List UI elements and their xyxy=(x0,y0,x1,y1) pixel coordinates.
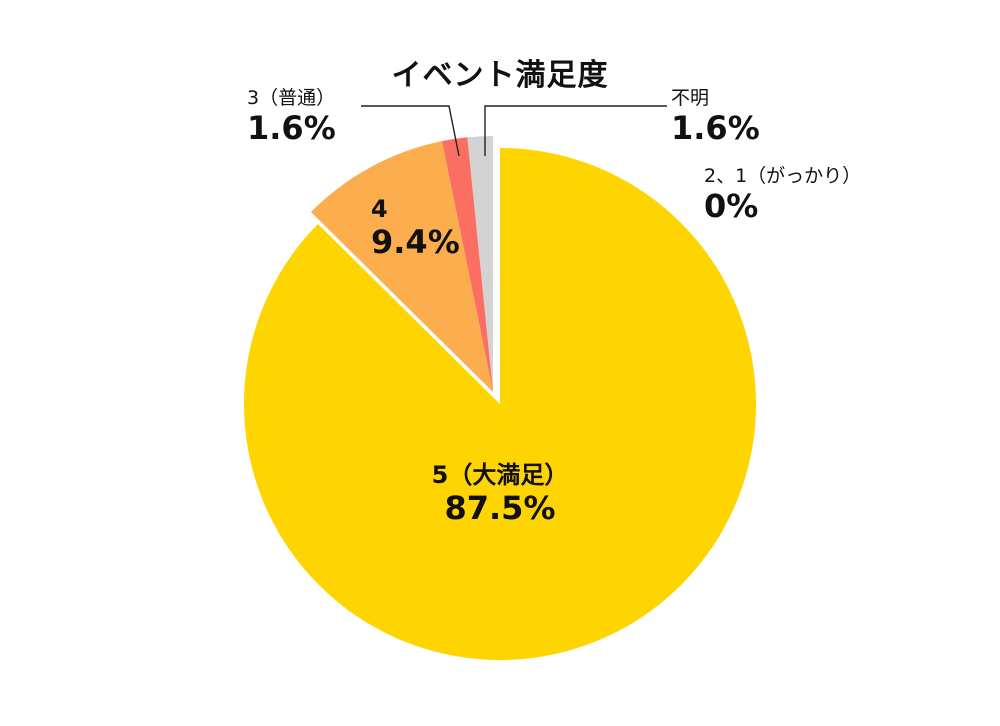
leader-line-unknown xyxy=(484,105,667,156)
label-3-name: 3（普通） xyxy=(247,87,336,109)
slice-5 xyxy=(243,148,756,660)
label-2-1-value: 0% xyxy=(704,186,759,225)
label-2-1: 2、1（がっかり） 0% xyxy=(704,165,862,225)
label-unknown-name: 不明 xyxy=(671,87,710,109)
label-5-name: 5（大満足） xyxy=(431,461,569,489)
slice-3 xyxy=(441,137,493,392)
label-4-name: 4 xyxy=(371,195,388,223)
label-4-value: 9.4% xyxy=(371,222,460,261)
leader-line-3 xyxy=(361,105,460,157)
label-3-value: 1.6% xyxy=(247,108,336,147)
label-2-1-name: 2、1（がっかり） xyxy=(704,165,862,187)
chart-title: イベント満足度 xyxy=(391,58,609,93)
label-5: 5（大満足） 87.5% xyxy=(0,461,1000,527)
label-4: 4 9.4% xyxy=(371,195,460,261)
slice-4 xyxy=(310,141,493,392)
label-unknown: 不明 1.6% xyxy=(671,87,760,147)
label-unknown-value: 1.6% xyxy=(671,108,760,147)
label-3: 3（普通） 1.6% xyxy=(247,87,336,147)
slice-unknown xyxy=(467,136,493,392)
label-5-value: 87.5% xyxy=(444,488,556,527)
